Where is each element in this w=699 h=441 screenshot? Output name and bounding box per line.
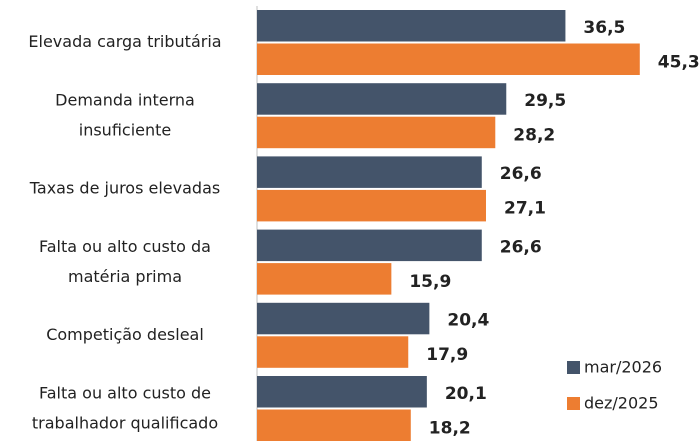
value-label: 36,5	[583, 18, 625, 38]
category-label: Demanda interna insuficiente	[55, 90, 195, 139]
bar	[257, 83, 507, 115]
value-label: 18,2	[429, 418, 471, 438]
bar	[257, 10, 566, 42]
value-label: 29,5	[524, 91, 566, 111]
bar	[257, 229, 482, 262]
category-label: Falta ou alto custo da matéria prima	[39, 237, 211, 286]
bar	[257, 263, 392, 295]
bar	[257, 156, 482, 188]
value-label: 26,6	[500, 237, 542, 257]
category-label: Falta ou alto custo de trabalhador qualif…	[32, 383, 218, 432]
value-label: 15,9	[409, 272, 451, 292]
value-label: 20,1	[445, 384, 487, 404]
value-label: 27,1	[504, 199, 546, 219]
category-label: Taxas de juros elevadas	[29, 178, 220, 197]
bar	[257, 336, 409, 368]
legend-swatch	[567, 361, 580, 374]
bar	[257, 302, 430, 335]
value-label: 26,6	[500, 164, 542, 184]
bar	[257, 409, 411, 441]
category-label: Elevada carga tributária	[28, 32, 221, 51]
value-label: 20,4	[447, 311, 489, 331]
legend-label: mar/2026	[584, 358, 662, 377]
legend-label: dez/2025	[584, 394, 659, 413]
value-label: 45,3	[658, 52, 699, 72]
bar	[257, 43, 640, 75]
value-label: 17,9	[426, 345, 468, 365]
legend-swatch	[567, 397, 580, 410]
bar	[257, 189, 486, 222]
value-label: 28,2	[513, 125, 555, 145]
bar	[257, 116, 496, 149]
bar	[257, 376, 427, 408]
category-label: Competição desleal	[46, 325, 204, 344]
